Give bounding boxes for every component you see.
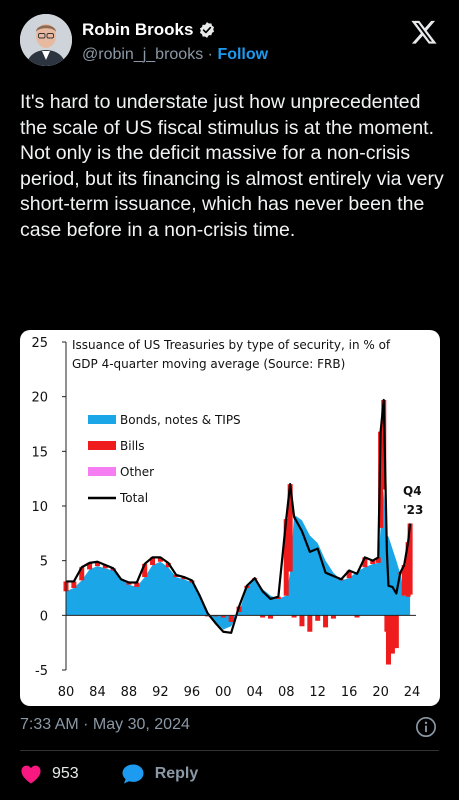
y-tick-label: 10 bbox=[31, 500, 48, 515]
y-tick-label: 20 bbox=[31, 391, 48, 406]
bills-bar bbox=[134, 582, 140, 587]
bills-bar bbox=[287, 484, 293, 572]
handle-row: @robin_j_brooks · Follow bbox=[82, 46, 268, 64]
bills-bar bbox=[157, 557, 163, 562]
y-tick-label: -5 bbox=[35, 664, 48, 679]
annotation-year: '23 bbox=[403, 503, 423, 517]
bills-bar bbox=[260, 615, 266, 618]
y-tick-label: 25 bbox=[31, 336, 48, 351]
x-tick-label: 84 bbox=[89, 685, 106, 700]
bills-bar bbox=[389, 615, 395, 654]
separator: · bbox=[207, 46, 213, 63]
reply-label: Reply bbox=[154, 765, 199, 782]
tweet-header: Robin Brooks @robin_j_brooks · Follow bbox=[20, 14, 440, 74]
follow-button[interactable]: Follow bbox=[217, 46, 269, 63]
bills-bar bbox=[87, 562, 93, 570]
avatar[interactable] bbox=[20, 14, 72, 66]
bills-bar bbox=[307, 615, 313, 632]
x-tick-label: 00 bbox=[215, 685, 232, 700]
legend-label-other: Other bbox=[120, 465, 154, 479]
legend-label-bills: Bills bbox=[120, 439, 145, 453]
x-tick-label: 88 bbox=[121, 685, 138, 700]
bills-bar bbox=[150, 557, 156, 566]
bills-bar bbox=[165, 562, 171, 568]
annotation-q4: Q4 bbox=[403, 484, 422, 498]
y-tick-label: 0 bbox=[40, 609, 48, 624]
bills-bar bbox=[291, 615, 297, 618]
reply-bubble-icon bbox=[122, 764, 144, 784]
action-bar: 953 Reply bbox=[20, 763, 198, 785]
like-button[interactable]: 953 bbox=[20, 764, 79, 784]
bills-bar bbox=[385, 615, 391, 665]
bills-bar bbox=[346, 570, 352, 579]
x-tick-label: 16 bbox=[341, 685, 358, 700]
reply-button[interactable]: Reply bbox=[121, 763, 199, 785]
series-bonds-area bbox=[66, 489, 411, 630]
bills-bar bbox=[299, 615, 305, 627]
bills-bar bbox=[142, 563, 148, 578]
bills-bar bbox=[71, 581, 77, 588]
chart: -5 0 5 10 15 20 25 80 84 88 92 96 00 04 08 12 16 20 24 Issu… bbox=[31, 336, 423, 700]
like-count: 953 bbox=[52, 765, 79, 782]
legend-swatch-bonds bbox=[88, 415, 116, 424]
x-tick-label: 24 bbox=[404, 685, 421, 700]
x-tick-label: 92 bbox=[152, 685, 169, 700]
timestamp[interactable]: 7:33 AM · May 30, 2024 bbox=[20, 716, 190, 733]
x-tick-label: 08 bbox=[278, 685, 295, 700]
x-tick-label: 80 bbox=[58, 685, 75, 700]
divider bbox=[20, 750, 439, 751]
bills-bar bbox=[370, 560, 376, 564]
series-total-line bbox=[66, 398, 412, 634]
bills-bar bbox=[94, 561, 100, 567]
info-icon[interactable] bbox=[415, 716, 437, 738]
y-tick-label: 5 bbox=[40, 555, 48, 570]
bills-bar bbox=[205, 615, 211, 617]
legend-label-bonds: Bonds, notes & TIPS bbox=[120, 413, 241, 427]
x-tick-label: 12 bbox=[309, 685, 326, 700]
chart-title-line1: Issuance of US Treasuries by type of sec… bbox=[72, 338, 391, 352]
author-handle[interactable]: @robin_j_brooks bbox=[82, 46, 204, 63]
bills-bar bbox=[401, 565, 407, 596]
bills-bar bbox=[330, 615, 336, 619]
y-tick-label: 15 bbox=[31, 445, 48, 460]
bills-bar bbox=[393, 615, 399, 649]
bills-bar bbox=[407, 523, 413, 595]
bills-bar bbox=[220, 615, 226, 618]
bills-bar bbox=[362, 557, 368, 568]
x-tick-label: 04 bbox=[246, 685, 263, 700]
author-name[interactable]: Robin Brooks bbox=[82, 20, 194, 39]
bills-bar bbox=[79, 567, 85, 581]
verified-badge-icon bbox=[200, 22, 215, 38]
bills-bar bbox=[375, 557, 381, 563]
legend-label-total: Total bbox=[119, 491, 148, 505]
bills-bar bbox=[267, 615, 273, 619]
x-tick-label: 96 bbox=[184, 685, 201, 700]
chart-title-line2: GDP 4-quarter moving average (Source: FR… bbox=[72, 357, 345, 371]
heart-icon bbox=[21, 765, 41, 784]
chart-image[interactable]: -5 0 5 10 15 20 25 80 84 88 92 96 00 04 08 12 16 20 24 Issu… bbox=[20, 330, 440, 706]
legend-swatch-other bbox=[88, 467, 116, 476]
bills-bar bbox=[354, 615, 360, 618]
x-logo-icon[interactable] bbox=[410, 18, 438, 46]
author-name-row: Robin Brooks bbox=[82, 20, 216, 40]
bills-bar bbox=[315, 615, 321, 621]
bills-bar bbox=[102, 565, 108, 569]
bills-bar bbox=[228, 615, 234, 622]
bills-bar bbox=[283, 519, 289, 596]
bills-bar bbox=[212, 615, 218, 617]
tweet-text: It's hard to understate just how unprece… bbox=[20, 91, 444, 241]
x-tick-label: 20 bbox=[372, 685, 389, 700]
bills-bar bbox=[323, 615, 329, 628]
legend-swatch-bills bbox=[88, 441, 116, 450]
